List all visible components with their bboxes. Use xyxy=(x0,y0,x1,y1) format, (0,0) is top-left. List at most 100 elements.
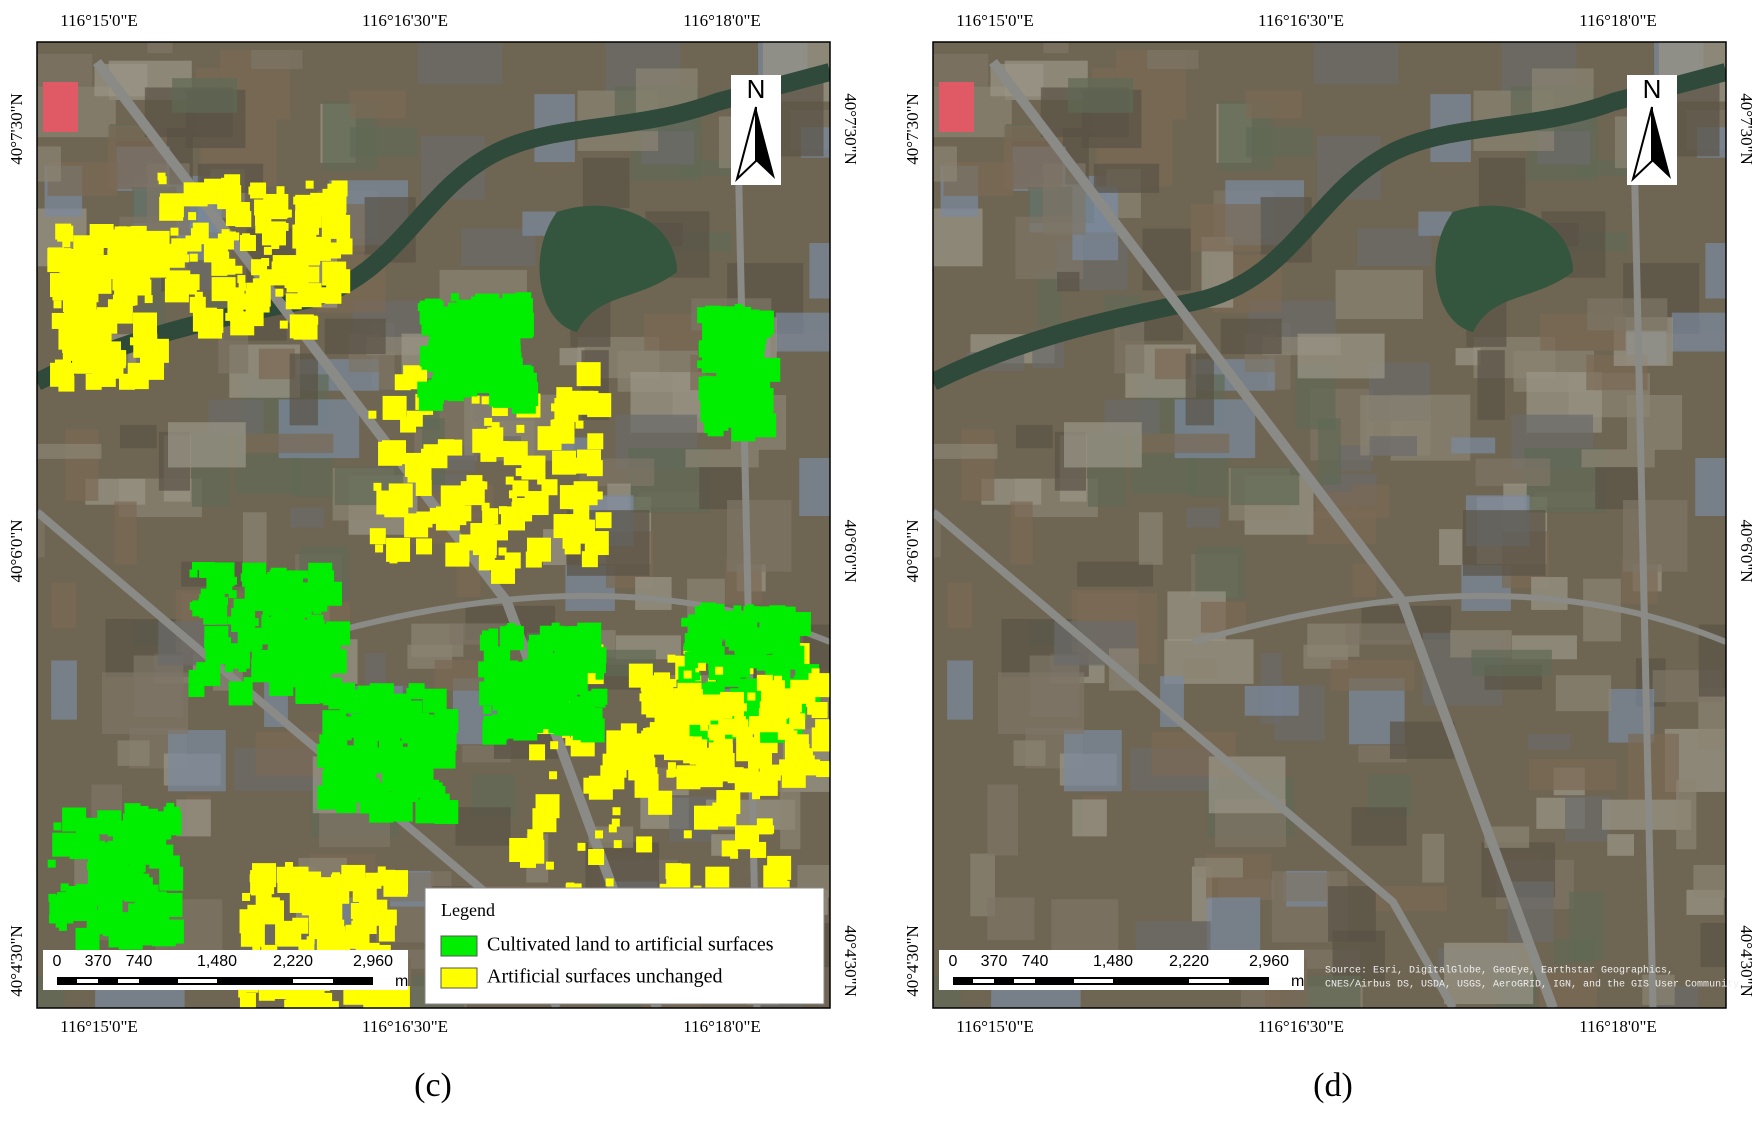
imagery-patch xyxy=(65,429,99,501)
imagery-patch xyxy=(1057,271,1080,292)
class-pixel xyxy=(763,865,788,890)
class-pixel xyxy=(228,287,245,304)
class-pixel xyxy=(133,312,158,337)
class-pixel xyxy=(471,395,480,404)
class-pixel xyxy=(363,899,388,924)
class-pixel xyxy=(763,695,788,720)
class-pixel xyxy=(442,384,459,401)
lat-label-left: 40°4'30"N xyxy=(7,925,26,997)
lon-label-bottom: 116°16'30"E xyxy=(362,1017,448,1036)
class-pixel xyxy=(336,238,353,255)
class-pixel xyxy=(65,308,82,325)
class-pixel xyxy=(446,439,463,456)
class-pixel xyxy=(52,895,61,904)
class-pixel xyxy=(489,634,498,643)
class-pixel xyxy=(207,616,216,625)
class-pixel xyxy=(343,745,368,770)
imagery-patch xyxy=(933,511,941,558)
class-pixel xyxy=(556,387,573,404)
class-pixel xyxy=(804,759,821,776)
class-pixel xyxy=(722,356,731,365)
class-pixel xyxy=(282,584,307,609)
scale-label: 2,220 xyxy=(1169,953,1209,970)
class-pixel xyxy=(145,368,154,377)
class-pixel xyxy=(519,663,544,688)
imagery-patch xyxy=(289,353,318,426)
class-pixel xyxy=(263,246,272,255)
class-pixel xyxy=(423,444,448,469)
class-pixel xyxy=(806,755,815,764)
legend-label: Cultivated land to artificial surfaces xyxy=(487,934,774,956)
imagery-patch xyxy=(1188,453,1229,497)
class-pixel xyxy=(159,866,184,891)
class-pixel xyxy=(158,851,167,860)
class-pixel xyxy=(276,186,285,195)
class-pixel xyxy=(90,873,99,882)
imagery-patch xyxy=(559,348,585,366)
class-pixel xyxy=(551,622,560,631)
map-panel xyxy=(36,41,831,1009)
class-pixel xyxy=(730,722,739,731)
class-pixel xyxy=(565,737,574,746)
class-pixel xyxy=(534,697,543,706)
class-pixel xyxy=(721,325,746,350)
imagery-patch xyxy=(1072,799,1107,837)
imagery-patch xyxy=(1194,857,1243,878)
class-pixel xyxy=(681,617,690,626)
class-pixel xyxy=(683,830,692,839)
imagery-patch xyxy=(167,730,226,792)
class-pixel xyxy=(764,645,773,654)
class-pixel xyxy=(207,320,216,329)
class-pixel xyxy=(176,292,185,301)
class-pixel xyxy=(158,176,167,185)
north-arrow: N xyxy=(731,74,781,185)
imagery-patch xyxy=(1016,424,1053,449)
class-pixel xyxy=(699,694,724,719)
lat-label-right: 40°7'30"N xyxy=(1737,93,1756,165)
class-pixel xyxy=(293,315,318,340)
class-pixel xyxy=(587,393,612,418)
class-pixel xyxy=(422,688,447,713)
class-pixel xyxy=(60,883,69,892)
class-pixel xyxy=(228,681,253,706)
scale-label: 0 xyxy=(949,953,958,970)
class-pixel xyxy=(55,919,64,928)
class-pixel xyxy=(258,891,267,900)
imagery-patch xyxy=(242,512,267,565)
class-pixel xyxy=(549,771,558,780)
imagery-patch xyxy=(102,672,189,734)
class-pixel xyxy=(82,817,99,834)
imagery-patch xyxy=(1444,942,1534,1005)
imagery-patch xyxy=(1676,779,1697,850)
class-pixel xyxy=(258,631,267,640)
class-pixel xyxy=(664,728,673,737)
class-pixel xyxy=(564,538,581,555)
class-pixel xyxy=(440,485,465,510)
imagery-patch xyxy=(1142,228,1191,291)
class-pixel xyxy=(145,230,170,255)
class-pixel xyxy=(430,387,439,396)
class-pixel xyxy=(53,300,62,309)
imagery-patch xyxy=(961,429,995,501)
imagery-patch xyxy=(933,208,983,267)
class-pixel xyxy=(545,861,554,870)
class-pixel xyxy=(284,999,309,1008)
class-pixel xyxy=(388,797,413,822)
class-pixel xyxy=(575,673,584,682)
imagery-patch xyxy=(1282,872,1330,902)
imagery-patch xyxy=(1093,163,1160,193)
imagery-patch xyxy=(1220,318,1282,355)
class-pixel xyxy=(581,551,598,568)
imagery-patch xyxy=(349,90,407,119)
scale-unit: m xyxy=(1291,973,1304,990)
class-pixel xyxy=(72,263,89,280)
imagery-patch xyxy=(727,500,792,572)
imagery-patch xyxy=(987,897,1035,941)
class-pixel xyxy=(586,655,603,672)
class-pixel xyxy=(292,917,309,934)
class-pixel xyxy=(499,720,508,729)
imagery-patch xyxy=(349,127,418,158)
imagery-patch xyxy=(1352,563,1377,597)
class-pixel xyxy=(800,754,809,763)
imagery-patch xyxy=(172,78,237,113)
